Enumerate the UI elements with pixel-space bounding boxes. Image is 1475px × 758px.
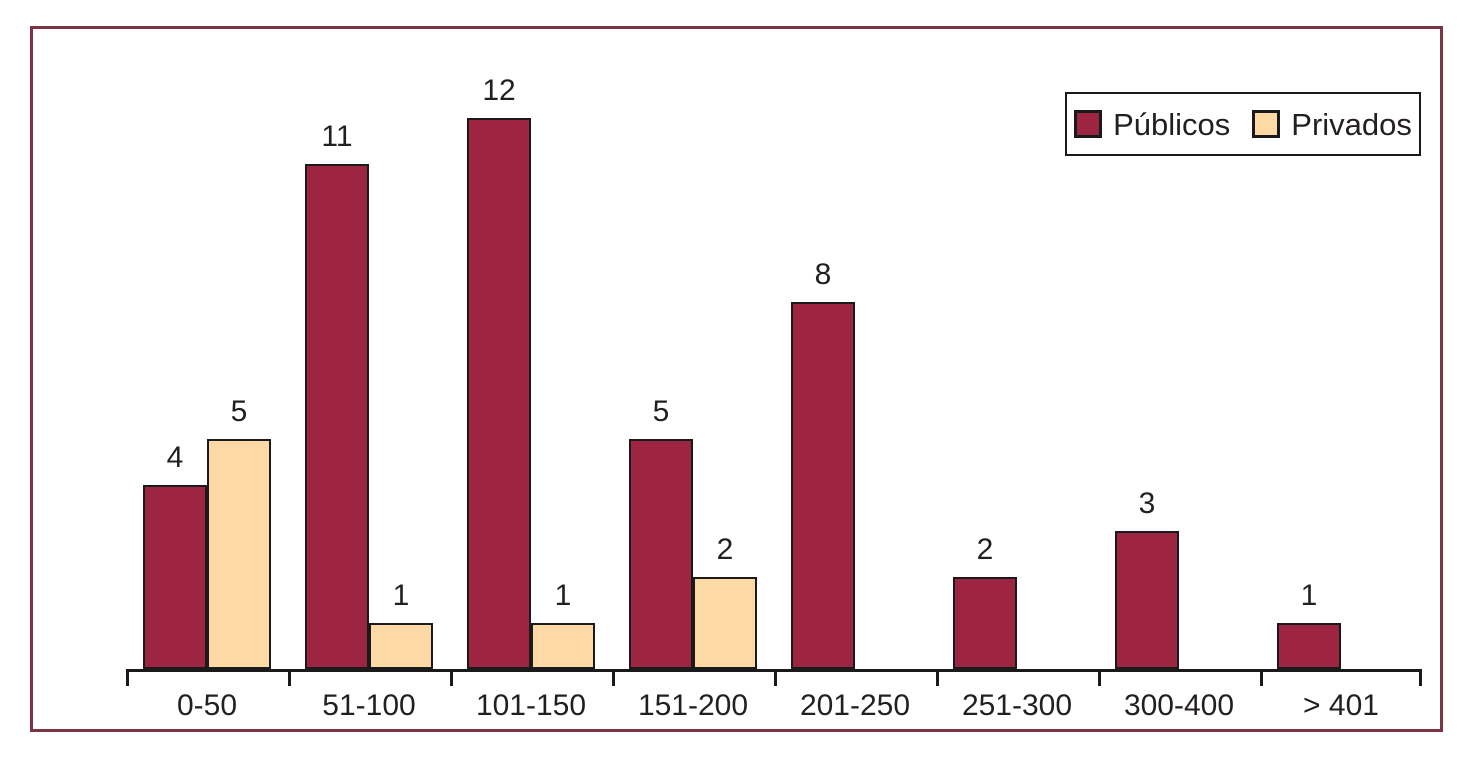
legend-swatch-publicos — [1074, 110, 1103, 138]
bar-públicos-51-100 — [305, 164, 369, 669]
bar-públicos-201-250 — [791, 302, 855, 669]
legend-swatch-privados — [1252, 110, 1281, 138]
x-axis-tick — [288, 672, 291, 686]
category-label-151-200: 151-200 — [637, 689, 749, 722]
value-label-públicos-151-200: 5 — [652, 395, 670, 428]
bar-privados-151-200 — [693, 577, 757, 669]
legend-label-privados: Privados — [1291, 106, 1412, 142]
value-label-públicos-0-50: 4 — [166, 441, 184, 474]
bar-públicos-300-400 — [1115, 531, 1179, 669]
value-label-privados-151-200: 2 — [716, 533, 734, 566]
x-axis-tick — [1098, 672, 1101, 686]
value-label-públicos-251-300: 2 — [976, 533, 994, 566]
bar-públicos-0-50 — [143, 485, 207, 669]
category-label-> 401: > 401 — [1303, 689, 1379, 722]
x-axis-tick — [774, 672, 777, 686]
value-label-privados-51-100: 1 — [392, 579, 410, 612]
category-label-300-400: 300-400 — [1123, 689, 1235, 722]
bar-privados-51-100 — [369, 623, 433, 669]
value-label-privados-0-50: 5 — [230, 395, 248, 428]
x-axis-tick — [1260, 672, 1263, 686]
x-axis-tick — [450, 672, 453, 686]
bar-públicos-151-200 — [629, 439, 693, 669]
bar-públicos-> 401 — [1277, 623, 1341, 669]
bar-privados-0-50 — [207, 439, 271, 669]
category-label-51-100: 51-100 — [322, 689, 416, 722]
value-label-privados-101-150: 1 — [554, 579, 572, 612]
value-label-públicos-101-150: 12 — [482, 74, 516, 107]
x-axis-tick — [1419, 672, 1422, 686]
chart-frame: Públicos Privados 4 5 0-50 11 1 51-100 12 1 101-… — [30, 26, 1443, 732]
category-label-0-50: 0-50 — [176, 689, 238, 722]
category-label-251-300: 251-300 — [961, 689, 1073, 722]
bar-públicos-251-300 — [953, 577, 1017, 669]
legend-item-publicos: Públicos — [1074, 109, 1230, 140]
category-label-201-250: 201-250 — [799, 689, 911, 722]
value-label-públicos-201-250: 8 — [814, 258, 832, 291]
value-label-públicos-51-100: 11 — [321, 120, 353, 153]
x-axis-tick — [936, 672, 939, 686]
legend-item-privados: Privados — [1252, 109, 1412, 140]
bar-públicos-101-150 — [467, 118, 531, 669]
bar-privados-101-150 — [531, 623, 595, 669]
legend: Públicos Privados — [1065, 92, 1421, 156]
x-axis-line — [126, 669, 1422, 672]
category-label-101-150: 101-150 — [475, 689, 587, 722]
x-axis-tick — [126, 672, 129, 686]
plot-area: 4 5 0-50 11 1 51-100 12 1 101-150 5 2 151-200 8 201-2… — [33, 29, 1440, 729]
x-axis-tick — [612, 672, 615, 686]
legend-label-publicos: Públicos — [1113, 106, 1231, 142]
value-label-públicos-> 401: 1 — [1300, 579, 1318, 612]
value-label-públicos-300-400: 3 — [1138, 487, 1156, 520]
